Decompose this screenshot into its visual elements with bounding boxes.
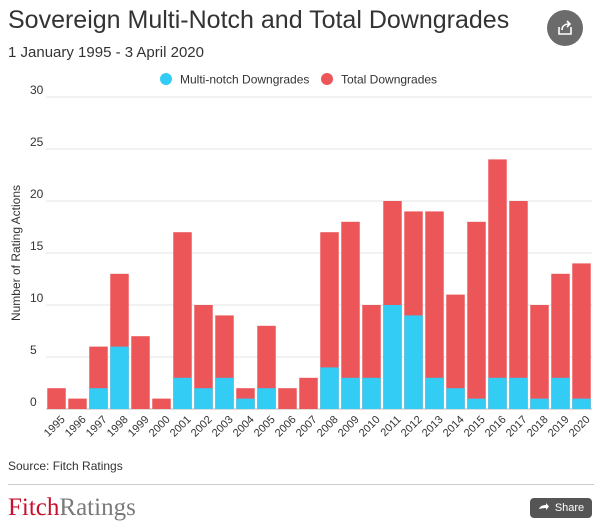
x-tick-label: 2007 [294, 414, 320, 440]
bar-total-2016[interactable] [488, 159, 507, 409]
x-tick-label: 1997 [84, 414, 110, 440]
bar-multi-2014[interactable] [446, 388, 465, 409]
bar-multi-2002[interactable] [194, 388, 213, 409]
share-icon [558, 20, 572, 35]
share-icon [538, 503, 549, 510]
x-tick-label: 2012 [399, 414, 425, 440]
y-axis-label: Number of Rating Actions [9, 185, 23, 321]
bar-total-2002[interactable] [194, 305, 213, 409]
bar-multi-2012[interactable] [404, 315, 423, 409]
x-tick-label: 2018 [525, 414, 551, 440]
x-tick-label: 2000 [147, 414, 173, 440]
bar-multi-2009[interactable] [341, 377, 360, 409]
chart-subtitle: 1 January 1995 - 3 April 2020 [8, 44, 204, 61]
source-note: Source: Fitch Ratings [8, 459, 123, 473]
x-tick-label: 2013 [420, 414, 446, 440]
x-tick-label: 2020 [567, 414, 593, 440]
logo-ratings-text: Ratings [59, 494, 136, 521]
bar-multi-2017[interactable] [509, 377, 528, 409]
bar-total-2009[interactable] [341, 221, 360, 409]
share-button[interactable]: Share [530, 498, 592, 518]
bar-multi-2016[interactable] [488, 377, 507, 409]
footer-divider [8, 484, 594, 485]
x-tick-label: 1998 [105, 414, 131, 440]
share-button-label: Share [554, 502, 585, 514]
legend-label-multi[interactable]: Multi-notch Downgrades [180, 73, 309, 87]
chart: Multi-notch Downgrades Total Downgrades … [9, 73, 593, 440]
bar-multi-2018[interactable] [530, 398, 549, 409]
y-tick-label: 10 [30, 291, 44, 305]
y-tick-label: 20 [30, 187, 44, 201]
y-tick-label: 30 [30, 83, 44, 97]
bar-total-2017[interactable] [509, 201, 528, 409]
bar-total-2015[interactable] [467, 221, 486, 409]
x-tick-label: 1996 [63, 414, 89, 440]
bar-total-2000[interactable] [152, 398, 171, 409]
bar-total-2008[interactable] [320, 232, 339, 409]
x-tick-label: 2011 [379, 414, 404, 439]
y-axis: 0 5 10 15 20 25 30 [30, 83, 44, 409]
x-tick-label: 2010 [357, 414, 383, 440]
y-tick-label: 15 [30, 239, 44, 253]
legend-label-total[interactable]: Total Downgrades [341, 73, 437, 87]
bar-multi-1998[interactable] [110, 346, 129, 409]
bar-multi-2010[interactable] [362, 377, 381, 409]
bar-total-2006[interactable] [278, 388, 297, 409]
bar-total-2007[interactable] [299, 377, 318, 409]
chart-title: Sovereign Multi-Notch and Total Downgrad… [8, 6, 510, 34]
x-tick-label: 2003 [210, 414, 236, 440]
bar-multi-2008[interactable] [320, 367, 339, 409]
bar-total-2001[interactable] [173, 232, 192, 409]
bar-total-1995[interactable] [47, 388, 66, 409]
bar-total-1999[interactable] [131, 336, 150, 409]
x-tick-label: 2002 [189, 414, 215, 440]
legend-marker-multi [160, 73, 172, 85]
bar-total-2018[interactable] [530, 305, 549, 409]
x-tick-label: 2004 [231, 414, 257, 440]
x-tick-label: 2015 [462, 414, 488, 440]
bar-multi-1997[interactable] [89, 388, 108, 409]
x-tick-label: 1999 [126, 414, 152, 440]
x-tick-label: 2009 [336, 414, 362, 440]
x-tick-label: 2017 [504, 414, 530, 440]
bar-multi-2003[interactable] [215, 377, 234, 409]
bar-multi-2020[interactable] [572, 398, 591, 409]
bar-multi-2013[interactable] [425, 377, 444, 409]
y-tick-label: 0 [30, 395, 37, 409]
bar-total-1996[interactable] [68, 398, 87, 409]
bars [47, 159, 591, 409]
legend: Multi-notch Downgrades Total Downgrades [160, 73, 437, 87]
x-tick-label: 2005 [252, 414, 278, 440]
x-tick-label: 2001 [168, 414, 194, 440]
x-tick-label: 2014 [441, 414, 467, 440]
bar-total-2014[interactable] [446, 294, 465, 409]
bar-multi-2004[interactable] [236, 398, 255, 409]
bar-multi-2019[interactable] [551, 377, 570, 409]
bar-total-2020[interactable] [572, 263, 591, 409]
bar-total-2013[interactable] [425, 211, 444, 409]
bar-multi-2005[interactable] [257, 388, 276, 409]
y-tick-label: 25 [30, 135, 44, 149]
x-tick-label: 2008 [315, 414, 341, 440]
y-tick-label: 5 [30, 343, 37, 357]
logo-fitch-text: Fitch [8, 494, 60, 521]
share-circle-button[interactable] [547, 10, 583, 46]
legend-marker-total [321, 73, 333, 85]
x-axis: 1995199619971998199920002001200220032004… [42, 414, 593, 440]
bar-multi-2015[interactable] [467, 398, 486, 409]
bar-multi-2001[interactable] [173, 377, 192, 409]
fitch-ratings-logo: FitchRatings [8, 494, 136, 522]
x-tick-label: 2019 [546, 414, 572, 440]
bar-total-2019[interactable] [551, 273, 570, 409]
bar-multi-2011[interactable] [383, 305, 402, 409]
x-tick-label: 2006 [273, 414, 299, 440]
x-tick-label: 1995 [42, 414, 68, 440]
x-tick-label: 2016 [483, 414, 509, 440]
